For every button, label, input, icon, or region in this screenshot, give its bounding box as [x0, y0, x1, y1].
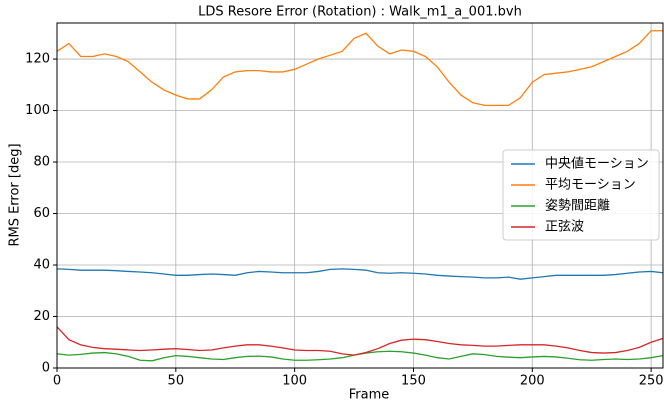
- x-tick-label: 0: [53, 374, 61, 389]
- x-tick-label: 200: [520, 374, 545, 389]
- plot-frame: [56, 22, 664, 369]
- series-line: [56, 268, 664, 280]
- series-line: [56, 30, 663, 107]
- y-tick-label: 60: [33, 206, 50, 221]
- legend-label: 姿勢間距離: [545, 198, 610, 214]
- legend-label: 正弦波: [545, 219, 584, 235]
- y-tick-label: 20: [33, 309, 50, 324]
- y-tick-label: 120: [25, 52, 50, 67]
- y-tick-label: 80: [33, 155, 50, 170]
- x-tick-label: 50: [168, 374, 185, 389]
- y-tick-label: 40: [33, 258, 50, 273]
- x-tick-label: 250: [639, 374, 664, 389]
- legend-box: [502, 149, 660, 241]
- y-axis-label: RMS Error [deg]: [8, 143, 23, 246]
- series-line: [56, 326, 664, 356]
- legend-label: 中央値モーション: [545, 156, 649, 172]
- y-tick-label: 0: [42, 361, 50, 376]
- x-tick-label: 150: [401, 374, 426, 389]
- x-axis-label: Frame: [349, 388, 390, 403]
- y-tick-label: 100: [25, 103, 50, 118]
- legend-label: 平均モーション: [545, 178, 636, 193]
- chart-title: LDS Resore Error (Rotation) : Walk_m1_a_…: [198, 5, 522, 20]
- x-tick-label: 100: [282, 374, 307, 389]
- series-line: [56, 350, 664, 362]
